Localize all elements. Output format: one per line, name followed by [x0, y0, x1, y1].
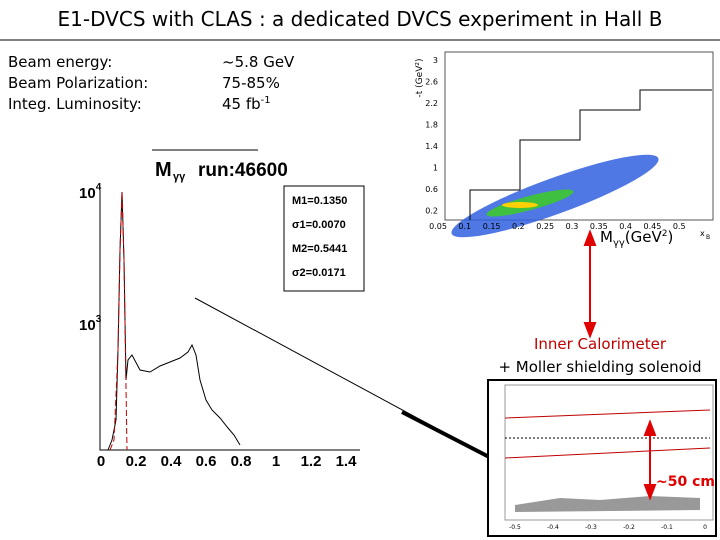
y-tick-label: 0.2: [425, 207, 438, 216]
x-tick-label: 1: [272, 453, 280, 470]
sup: -1: [261, 95, 271, 106]
kinematics: -t (GeV²) 3 2.6 2.2 1.8 1.4 1 0.6 0.2 0.05 0.1 0.1…: [415, 51, 714, 241]
x-tick-label: 0: [703, 524, 707, 531]
stat: M1=0.1350: [292, 195, 347, 207]
exp: 3: [96, 314, 102, 325]
x-tick-label: 1.4: [336, 453, 358, 470]
x-tick-label: -0.1: [661, 524, 673, 531]
calorimeter-label: Inner Calorimeter: [534, 335, 667, 353]
y-tick-label: 1.8: [425, 121, 438, 130]
y-tick-label: 1: [433, 164, 438, 173]
x-tick-label: 0.4: [619, 222, 632, 231]
x-tick-label: 0.05: [429, 222, 447, 231]
x-tick-label: 0.8: [231, 453, 252, 470]
x-label-sub: B: [706, 234, 710, 241]
mass-label: Mγγ(GeV2): [600, 228, 673, 249]
x-tick-label: 0: [97, 453, 105, 470]
axes: [504, 384, 714, 521]
param-label: Beam Polarization:: [8, 74, 148, 92]
bottom-plot: -0.5 -0.4 -0.3 -0.2 -0.1 0 ~50 cm: [487, 379, 717, 537]
param-label: Integ. Luminosity:: [8, 95, 142, 113]
params: Beam energy: ~5.8 GeV Beam Polarization: 75…: [8, 53, 295, 113]
x-tick-label: 0.5: [673, 222, 686, 231]
value: 45 fb: [222, 95, 261, 113]
red-arrow: [643, 419, 657, 501]
fit-curve: [109, 191, 128, 451]
stats-box: [283, 185, 365, 292]
histogram: M γγ run:46600 M1=0.1350 σ1=0.0070 M2=0.54…: [79, 149, 365, 470]
red-arrow: [583, 229, 597, 339]
x-tick-label: 0.15: [483, 222, 501, 231]
x-tick-label: 0.45: [643, 222, 661, 231]
x-tick-label: 0.6: [196, 453, 217, 470]
x-tick-label: -0.4: [547, 524, 559, 531]
calorimeter-label: + Moller shielding solenoid: [498, 358, 701, 376]
y-tick-label: 0.6: [425, 185, 438, 194]
distance-label: ~50 cm: [656, 474, 715, 490]
x-tick-label: 0.1: [458, 222, 471, 231]
histogram-curve: [107, 191, 241, 451]
x-tick-label: -0.3: [585, 524, 597, 531]
x-label: x: [700, 229, 705, 238]
param-value: 45 fb-1: [222, 95, 271, 113]
stat: σ2=0.0171: [292, 267, 346, 279]
y-tick-label: 2.6: [425, 78, 438, 87]
param-label: Beam energy:: [8, 53, 112, 71]
x-tick-label: 0.4: [161, 453, 183, 470]
y-tick-label: 1.4: [425, 142, 438, 151]
value: 75-85%: [222, 74, 280, 92]
x-tick-label: 0.25: [536, 222, 554, 231]
x-tick-label: 1.2: [301, 453, 322, 470]
pointer: [401, 410, 496, 462]
slide-title: E1-DVCS with CLAS : a dedicated DVCS exp…: [58, 7, 663, 31]
hist-title-sub: γγ: [173, 171, 186, 183]
exp: 4: [96, 182, 102, 193]
x-tick-label: -0.5: [509, 524, 521, 531]
y-tick-label: 104: [79, 182, 102, 202]
bin-grid: [469, 89, 712, 220]
y-label: -t (GeV²): [415, 59, 425, 98]
frame: [487, 379, 717, 537]
band: [515, 496, 700, 512]
density-peak: [502, 202, 538, 208]
x-tick-label: 0.2: [126, 453, 147, 470]
x-tick-label: 0.3: [566, 222, 579, 231]
x-tick-label: 0.35: [590, 222, 608, 231]
hist-run: run:46600: [198, 160, 288, 181]
axes: [99, 190, 360, 451]
stat: σ1=0.0070: [292, 219, 346, 231]
y-tick-label: 3: [433, 56, 438, 65]
curve: [504, 409, 711, 459]
base: 10: [79, 185, 96, 202]
y-tick-label: 103: [79, 314, 102, 334]
y-tick-label: 2.2: [425, 99, 438, 108]
x-tick-label: 0.2: [512, 222, 525, 231]
x-tick-label: -0.2: [623, 524, 635, 531]
stat: M2=0.5441: [292, 243, 347, 255]
param-value: 75-85%: [222, 74, 280, 92]
hist-title: M: [155, 159, 172, 181]
value: ~5.8 GeV: [222, 53, 295, 71]
base: 10: [79, 317, 96, 334]
param-value: ~5.8 GeV: [222, 53, 295, 71]
